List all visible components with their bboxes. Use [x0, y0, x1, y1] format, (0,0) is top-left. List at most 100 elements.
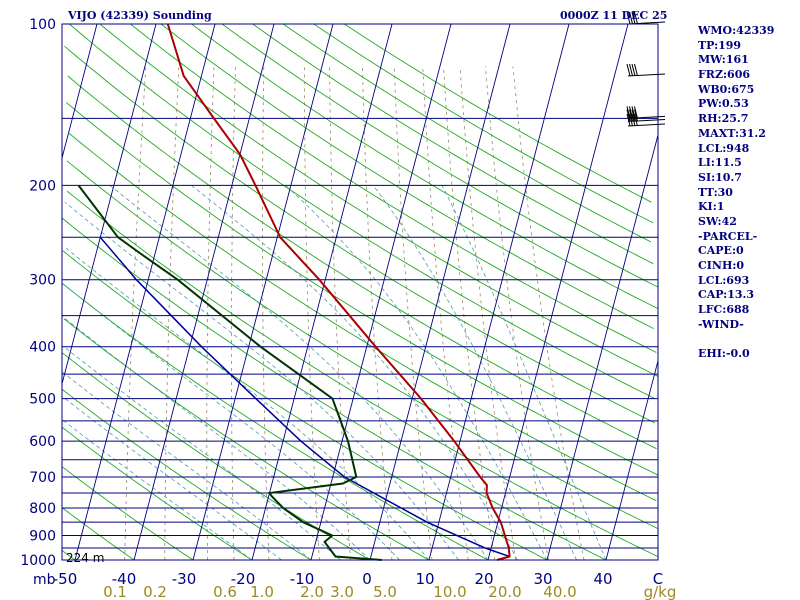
- index-item: -WIND-: [698, 317, 744, 331]
- index-item: WB0:675: [698, 82, 755, 96]
- mixing-ratio-line: [206, 66, 215, 561]
- isotherm: [74, 23, 216, 561]
- isotherms: [61, 23, 659, 561]
- mixing-ratio-line: [261, 66, 270, 561]
- index-item: MAXT:31.2: [698, 126, 766, 140]
- isotherm: [192, 23, 334, 561]
- index-item: CAPE:0: [698, 244, 744, 258]
- isotherm: [605, 360, 659, 561]
- mixing-ratio-lines: [124, 66, 585, 561]
- wind-barb-flag: [634, 109, 638, 122]
- mixing-ratio-line: [393, 66, 433, 561]
- dry-adiabat: [221, 23, 659, 288]
- dry-adiabat: [61, 388, 312, 561]
- sounding-profiles: [77, 23, 511, 561]
- temperature-tick-label: -40: [112, 570, 137, 588]
- isotherm: [61, 23, 98, 159]
- mixing-ratio-line: [512, 66, 585, 561]
- wind-barb-flag: [634, 63, 638, 77]
- index-item: LFC:688: [698, 303, 750, 317]
- moist-adiabat: [60, 418, 253, 561]
- dry-adiabat: [160, 23, 654, 330]
- index-item: MW:161: [698, 53, 749, 67]
- mixing-ratio-tick-label: 20.0: [488, 583, 521, 600]
- temperature-tick-label: -30: [172, 570, 197, 588]
- index-item: WMO:42339: [698, 24, 775, 37]
- temperature-tick-label: 40: [593, 570, 612, 588]
- wind-barb-flag: [626, 11, 631, 25]
- dry-adiabat: [66, 190, 658, 557]
- index-item: LCL:693: [698, 273, 750, 287]
- pressure-tick-label: 800: [29, 501, 56, 517]
- pressure-tick-label: 900: [29, 528, 56, 544]
- isotherm: [133, 23, 275, 561]
- isobars: [62, 23, 658, 561]
- mixing-ratio-tick-label: 0.6: [213, 583, 237, 600]
- dry-adiabat: [68, 133, 657, 502]
- dry-adiabat: [66, 160, 659, 530]
- mixing-ratio-line: [164, 66, 180, 560]
- mixing-ratio-line: [362, 66, 393, 561]
- wind-barb-flag: [631, 109, 636, 122]
- index-item: RH:25.7: [698, 112, 749, 126]
- chart-timestamp: 0000Z 11 DEC 25: [560, 9, 668, 22]
- dry-adiabat: [252, 23, 654, 265]
- temperature-tick-label: 30: [533, 570, 552, 588]
- isotherm: [369, 23, 511, 561]
- isotherm: [546, 134, 659, 561]
- station-height-label: 224 m: [66, 551, 104, 565]
- temperature-tick-label: -10: [290, 570, 315, 588]
- pressure-tick-label: 600: [29, 434, 56, 450]
- mixing-ratio-tick-label: 5.0: [373, 583, 397, 600]
- wind-barb-flag: [631, 63, 636, 77]
- wind-barb-flag: [626, 63, 631, 77]
- moist-adiabat: [61, 395, 282, 561]
- mixing-ratio-line: [459, 66, 517, 561]
- wind-barb-flag: [634, 106, 638, 119]
- dry-adiabat: [61, 217, 607, 561]
- dry-adiabat: [67, 75, 657, 450]
- dry-adiabat: [61, 550, 76, 561]
- mixing-ratio-tick-label: 2.0: [300, 583, 324, 600]
- moist-adiabats: [60, 185, 607, 561]
- moist-adiabat: [61, 371, 312, 561]
- index-item: PW:0.53: [698, 97, 749, 111]
- wind-barb: [627, 73, 666, 77]
- index-item: -PARCEL-: [698, 229, 758, 243]
- index-item: TT:30: [698, 185, 733, 199]
- mixing-ratio-line: [443, 66, 496, 561]
- dry-adiabat: [62, 250, 548, 561]
- pressure-tick-label: 1000: [20, 553, 56, 569]
- index-item: EHI:-0.0: [698, 347, 750, 361]
- temperature-tick-label: -50: [53, 570, 78, 588]
- dry-adiabats: [61, 23, 659, 561]
- temperature-profile: [166, 23, 511, 561]
- wind-barb: [627, 123, 666, 127]
- isotherm: [428, 23, 570, 561]
- dry-adiabat: [64, 45, 656, 424]
- dry-adiabat: [61, 352, 371, 561]
- mixing-ratio-tick-label: 10.0: [433, 583, 466, 600]
- pressure-tick-label: 400: [29, 340, 56, 356]
- wind-barb-flag: [634, 11, 638, 25]
- wind-barb-flag: [631, 113, 636, 127]
- pressure-tick-label: 700: [29, 470, 56, 486]
- moist-adiabat: [61, 315, 371, 561]
- dry-adiabat: [99, 23, 659, 378]
- wind-barb-flag: [626, 109, 631, 122]
- parcel-trace: [99, 236, 510, 558]
- index-item: CINH:0: [698, 259, 745, 272]
- stability-indices-list: WMO:42339 TP:199 MW:161 FRZ:606 WB0:675 PW:0.…: [698, 24, 774, 362]
- mixing-ratio-tick-label: 3.0: [330, 583, 354, 600]
- wind-barb-flag: [629, 63, 633, 77]
- moist-adiabat: [62, 283, 400, 561]
- mixing-ratio-line: [230, 66, 236, 561]
- pressure-tick-label: 300: [29, 273, 56, 289]
- index-item: CAP:13.3: [698, 288, 755, 302]
- dry-adiabat: [61, 426, 253, 561]
- temperature-tick-label: C: [653, 570, 663, 588]
- wind-barb-flag: [634, 113, 638, 127]
- isotherm: [310, 23, 452, 561]
- dewpoint-profile: [77, 184, 382, 561]
